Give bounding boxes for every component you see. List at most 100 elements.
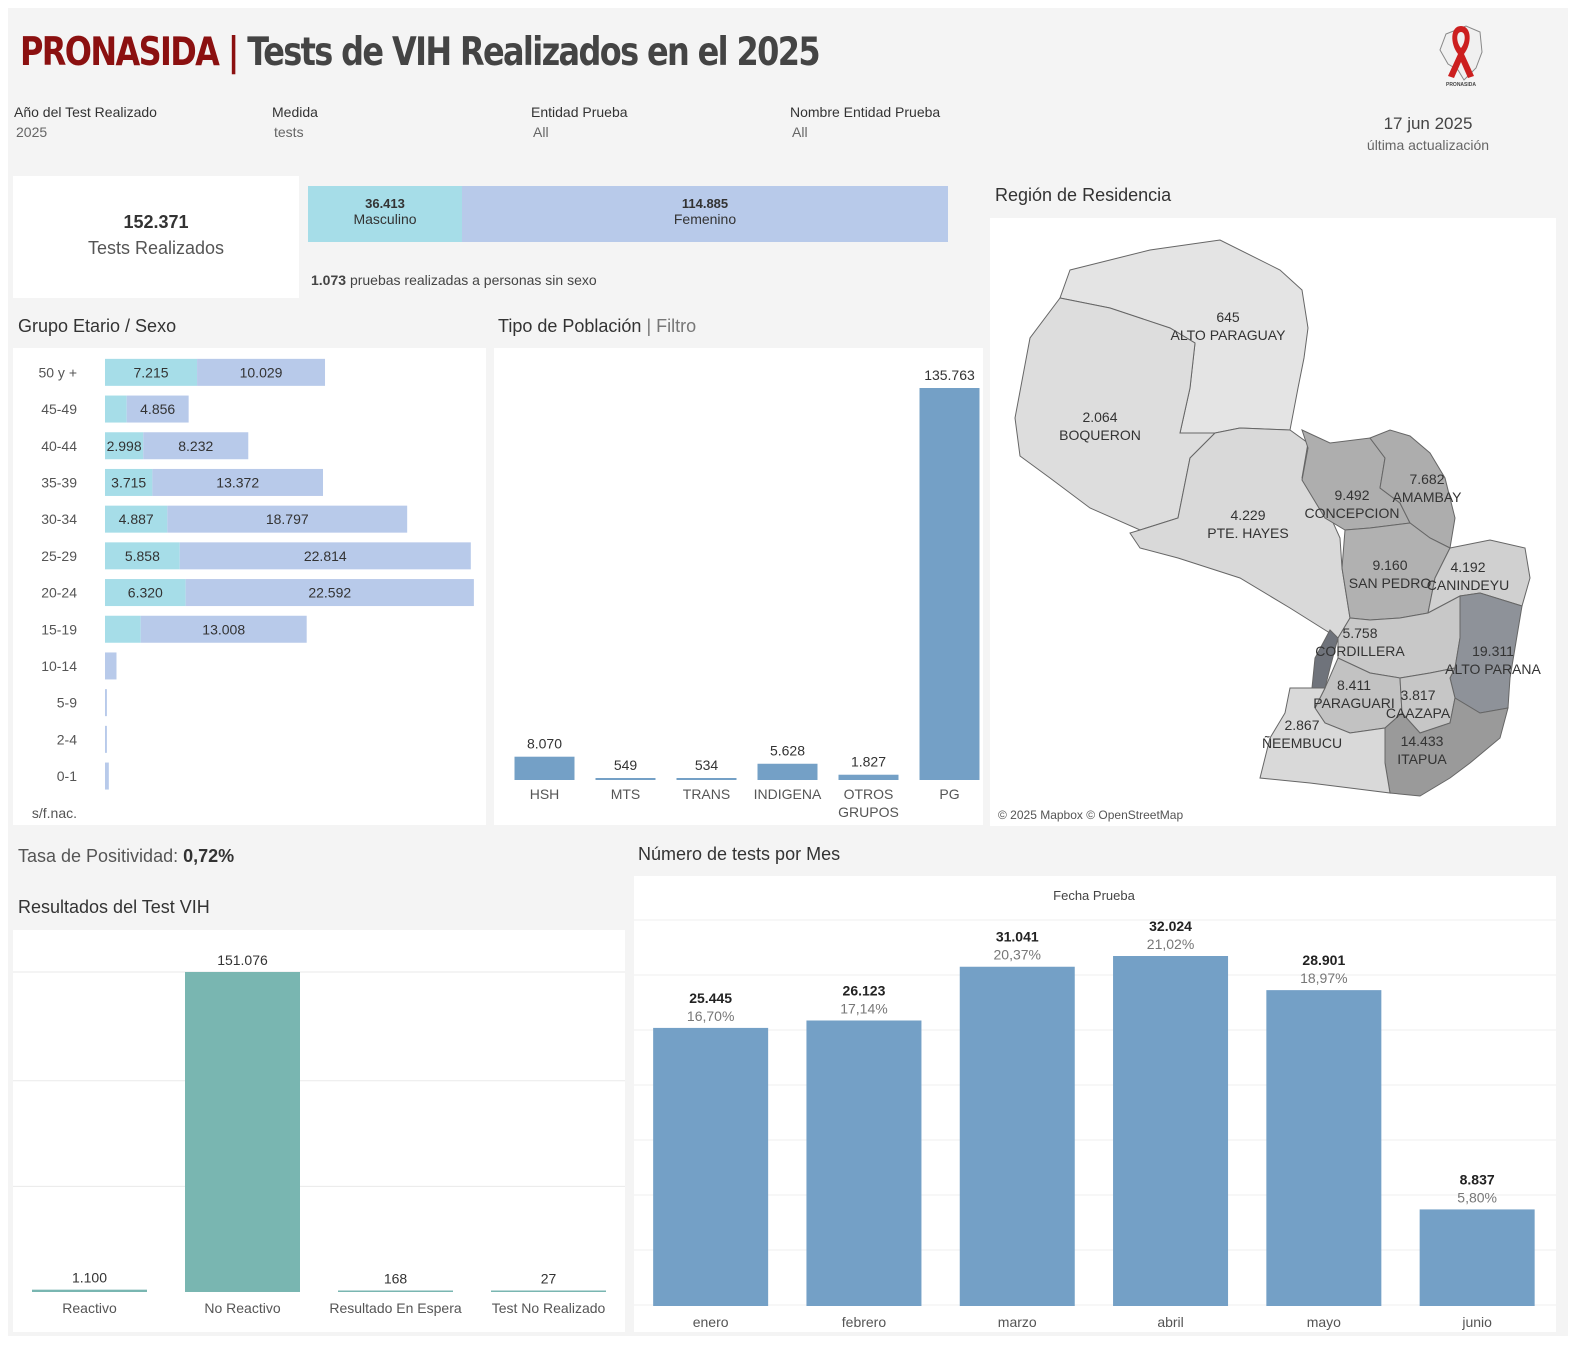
map-region-name: BOQUERON <box>1059 427 1141 443</box>
filter-measure[interactable]: Medida tests <box>272 104 318 140</box>
age-bar-female[interactable] <box>126 395 189 423</box>
results-bar[interactable] <box>491 1290 606 1293</box>
age-bar-male[interactable] <box>105 395 127 423</box>
results-bar[interactable] <box>185 972 300 1292</box>
sex-split-bar: 36.413 Masculino 114.885 Femenino <box>308 186 948 242</box>
map-region-name: ITAPUA <box>1397 751 1447 767</box>
sex-female-segment[interactable]: 114.885 Femenino <box>462 186 948 242</box>
age-bar-female[interactable] <box>143 432 249 460</box>
population-bar[interactable] <box>595 778 656 780</box>
population-bar-label: 5.628 <box>770 743 805 759</box>
population-bar[interactable] <box>838 774 899 780</box>
monthly-bar-percent: 5,80% <box>1457 1189 1497 1205</box>
population-filter-label[interactable]: Filtro <box>656 316 697 336</box>
population-bar[interactable] <box>676 778 737 780</box>
age-bar-female[interactable] <box>167 505 408 533</box>
map-region-itapua[interactable] <box>1384 697 1509 797</box>
monthly-bar[interactable] <box>1266 990 1382 1306</box>
monthly-bar[interactable] <box>806 1020 922 1306</box>
age-bar-male[interactable] <box>105 542 180 570</box>
age-category-label: 50 y + <box>38 364 77 380</box>
population-category-label: TRANS <box>683 786 730 802</box>
monthly-axis-title: Fecha Prueba <box>1053 888 1135 903</box>
age-bar-female[interactable] <box>197 358 326 386</box>
results-bar[interactable] <box>32 1289 147 1292</box>
map-section-title: Región de Residencia <box>995 185 1172 205</box>
results-bar-label: 1.100 <box>72 1270 107 1286</box>
population-bar[interactable] <box>919 388 980 780</box>
age-bar-female[interactable] <box>105 725 107 753</box>
age-bar-male[interactable] <box>105 358 198 386</box>
age-bar-label: 22.814 <box>304 548 347 564</box>
filter-entity-name[interactable]: Nombre Entidad Prueba All <box>790 104 940 140</box>
title-separator: | <box>227 30 240 75</box>
monthly-category-label: junio <box>1461 1314 1492 1330</box>
map-region-name: PARAGUARI <box>1313 695 1394 711</box>
age-section-title: Grupo Etario / Sexo <box>18 316 177 336</box>
monthly-category-label: febrero <box>842 1314 887 1330</box>
sex-male-segment[interactable]: 36.413 Masculino <box>308 186 462 242</box>
age-bar-female[interactable] <box>185 579 474 607</box>
age-bar-male[interactable] <box>105 432 144 460</box>
update-label: última actualización <box>1366 137 1490 153</box>
population-bar-label: 135.763 <box>924 367 975 383</box>
age-category-label: s/f.nac. <box>32 805 77 821</box>
age-bar-female[interactable] <box>105 762 109 790</box>
age-sex-chart: 50 y + 7.215 10.029 45-49 4.856 40-44 2.998 8.2… <box>32 358 474 821</box>
age-bar-female[interactable] <box>179 542 471 570</box>
age-bar-male[interactable] <box>105 615 141 643</box>
kpi-label: Tests Realizados <box>87 238 225 258</box>
positivity-value: 0,72% <box>183 846 235 866</box>
filter-entity-value[interactable]: All <box>533 124 549 140</box>
monthly-bar-value: 31.041 <box>996 929 1039 945</box>
age-bar-label: 10.029 <box>240 364 283 380</box>
age-bar-female[interactable] <box>152 468 324 496</box>
monthly-chart-panel: Fecha Prueba 25.445 16,70% enero 26.123 17,14… <box>634 876 1556 1332</box>
last-update: 17 jun 2025 última actualización <box>1348 114 1508 153</box>
monthly-bar[interactable] <box>1113 956 1229 1306</box>
logo-text: PRONASIDA <box>1446 82 1476 88</box>
filter-entity-name-label: Nombre Entidad Prueba <box>790 104 941 120</box>
age-bar-female[interactable] <box>105 652 117 680</box>
age-bar-male[interactable] <box>105 468 153 496</box>
results-bar[interactable] <box>338 1290 453 1293</box>
population-title-text: Tipo de Población <box>498 316 642 336</box>
filter-entity[interactable]: Entidad Prueba All <box>531 104 628 140</box>
monthly-bar[interactable] <box>653 1027 769 1306</box>
population-category-label: OTROS <box>844 786 894 802</box>
monthly-chart: Fecha Prueba 25.445 16,70% enero 26.123 17,14… <box>634 888 1556 1330</box>
filter-entity-name-value[interactable]: All <box>792 124 808 140</box>
sex-female-value: 114.885 <box>681 196 729 211</box>
age-bar-male[interactable] <box>105 505 168 533</box>
age-category-label: 15-19 <box>41 621 77 637</box>
filter-year[interactable]: Año del Test Realizado 2025 <box>14 104 157 140</box>
map-region-value: 5.758 <box>1342 625 1377 641</box>
age-bar-female[interactable] <box>105 689 107 717</box>
monthly-bar-value: 28.901 <box>1302 952 1345 968</box>
results-category-label: Test No Realizado <box>492 1300 606 1316</box>
positivity-rate: Tasa de Positividad: 0,72% <box>18 846 234 867</box>
monthly-bar-percent: 17,14% <box>840 1000 887 1016</box>
monthly-bar[interactable] <box>959 966 1075 1306</box>
age-bar-label: 5.858 <box>125 548 160 564</box>
results-category-label: Reactivo <box>62 1300 117 1316</box>
population-bar[interactable] <box>757 763 818 780</box>
population-bar-label: 8.070 <box>527 736 562 752</box>
population-bar[interactable] <box>514 756 575 780</box>
age-bar-female[interactable] <box>140 615 307 643</box>
monthly-bar-value: 26.123 <box>843 982 886 998</box>
no-sex-text: pruebas realizadas a personas sin sexo <box>349 272 597 288</box>
monthly-bar-percent: 21,02% <box>1147 936 1194 952</box>
monthly-bar[interactable] <box>1419 1209 1535 1306</box>
age-category-label: 35-39 <box>41 474 77 490</box>
map-region-neembucu[interactable] <box>1259 687 1391 794</box>
monthly-bar-value: 25.445 <box>689 990 732 1006</box>
no-sex-note: 1.073 pruebas realizadas a personas sin … <box>311 272 597 288</box>
filter-year-value[interactable]: 2025 <box>16 124 48 140</box>
population-chart-panel: 8.070 HSH 549 MTS 534 TRANS 5.628 INDIGENA 1.827… <box>494 348 983 825</box>
age-bar-male[interactable] <box>105 579 186 607</box>
filter-measure-value[interactable]: tests <box>274 124 304 140</box>
region-map: 645 ALTO PARAGUAY 2.064 BOQUERON 4.229 PTE. H… <box>998 239 1542 822</box>
age-bar-label: 8.232 <box>178 438 213 454</box>
age-category-label: 20-24 <box>41 585 77 601</box>
